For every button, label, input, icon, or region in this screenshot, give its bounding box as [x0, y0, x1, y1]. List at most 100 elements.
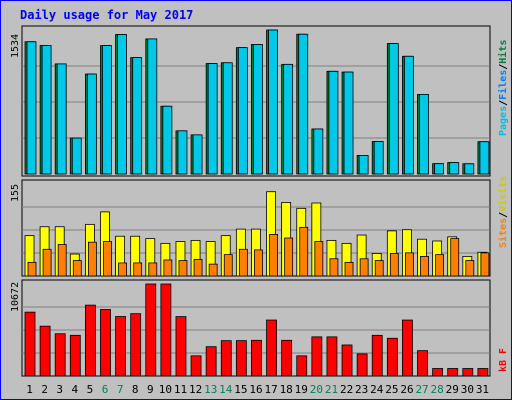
x-tick-label-27: 27 [415, 383, 428, 396]
kbytes-bar-29 [447, 368, 459, 377]
sites-bar-18 [284, 237, 294, 277]
kbytes-bar-24 [371, 334, 383, 377]
x-tick-label-24: 24 [370, 383, 384, 396]
sites-bar-25 [389, 253, 399, 277]
x-tick-label-19: 19 [295, 383, 308, 396]
kbytes-bar-11 [175, 316, 187, 377]
files-bar-30 [464, 163, 475, 175]
kbytes-bar-1 [24, 311, 36, 377]
kbytes-bar-16 [251, 339, 262, 377]
sites-bar-16 [254, 249, 263, 277]
files-bar-1 [26, 41, 37, 175]
kbytes-bar-15 [235, 340, 247, 377]
legend-files: Files [497, 70, 509, 100]
sites-bar-29 [450, 238, 460, 277]
legend-sep-1: / [498, 100, 509, 106]
files-bar-27 [419, 93, 429, 175]
files-bar-4 [71, 137, 82, 175]
legend-sep-2: / [498, 64, 509, 70]
files-bar-9 [147, 38, 158, 175]
kbytes-bar-10 [160, 283, 172, 377]
sites-bar-22 [344, 261, 354, 277]
files-bar-29 [449, 162, 460, 175]
sites-bar-11 [178, 260, 188, 277]
files-bar-5 [86, 73, 97, 175]
hits-files-pages-panel [21, 25, 491, 177]
files-bar-22 [343, 71, 354, 175]
x-tick-label-14: 14 [219, 383, 233, 396]
files-bar-25 [388, 43, 399, 175]
files-bar-8 [132, 57, 143, 175]
legend-kb: kB [498, 360, 509, 372]
files-bar-24 [373, 141, 384, 175]
kbytes-bar-20 [311, 336, 323, 377]
files-bar-7 [117, 34, 127, 175]
sites-bar-27 [420, 256, 429, 277]
x-tick-label-10: 10 [159, 383, 172, 396]
kbytes-bar-14 [220, 340, 232, 377]
sites-bar-6 [103, 241, 112, 277]
x-tick-label-2: 2 [41, 383, 48, 396]
sites-bar-3 [57, 244, 67, 277]
sites-bar-8 [133, 262, 143, 277]
sites-bar-9 [148, 262, 158, 277]
legend-hits: Hits [497, 40, 509, 64]
x-tick-label-17: 17 [264, 383, 277, 396]
x-tick-label-3: 3 [56, 383, 63, 396]
chart-title: Daily usage for May 2017 [20, 8, 193, 22]
kbytes-max-label: 10672 [10, 282, 21, 312]
sites-bar-15 [238, 248, 248, 277]
kbytes-legend: kB F [498, 348, 509, 372]
sites-bar-20 [314, 241, 324, 277]
files-bar-11 [177, 130, 188, 175]
files-bar-16 [253, 44, 263, 175]
kbytes-bar-5 [84, 304, 96, 377]
visits-sites-panel [21, 179, 491, 277]
kbytes-bar-8 [130, 313, 142, 377]
x-tick-label-1: 1 [26, 383, 33, 396]
x-tick-label-5: 5 [87, 383, 94, 396]
files-bar-15 [237, 47, 248, 175]
sites-bar-19 [299, 226, 309, 277]
x-tick-label-11: 11 [174, 383, 187, 396]
x-tick-label-16: 16 [249, 383, 262, 396]
sites-bar-21 [329, 258, 339, 277]
x-tick-label-21: 21 [325, 383, 338, 396]
x-tick-label-30: 30 [461, 383, 474, 396]
x-tick-label-6: 6 [102, 383, 109, 396]
sites-bar-13 [208, 263, 218, 277]
legend-visits: Visits [497, 176, 509, 212]
files-bar-13 [207, 63, 218, 175]
x-tick-label-28: 28 [431, 383, 444, 396]
files-bar-18 [283, 63, 294, 175]
kbytes-bar-27 [417, 350, 428, 377]
svg-text:Pages/Files/Hits: Pages/Files/Hits [497, 40, 509, 136]
files-bar-28 [434, 163, 445, 175]
kbytes-bar-31 [477, 368, 489, 377]
sites-bar-26 [405, 252, 414, 277]
hits-legend: Pages/Files/Hits [497, 40, 509, 136]
x-tick-label-9: 9 [147, 383, 154, 396]
files-bar-12 [192, 134, 203, 175]
legend-sep-3: / [498, 212, 509, 218]
kbytes-bar-13 [205, 346, 217, 377]
x-tick-label-7: 7 [117, 383, 124, 396]
x-tick-label-8: 8 [132, 383, 139, 396]
kbytes-bar-12 [190, 355, 202, 377]
sites-bar-24 [374, 260, 384, 277]
sites-bar-1 [27, 261, 37, 277]
kbytes-bar-7 [115, 316, 126, 377]
kbytes-bar-19 [296, 355, 308, 377]
files-bar-17 [268, 29, 278, 175]
files-bar-2 [41, 45, 52, 175]
kbytes-bar-18 [281, 339, 293, 377]
kbytes-bar-2 [39, 325, 51, 377]
files-bar-26 [404, 55, 414, 175]
files-bar-31 [479, 141, 490, 175]
x-tick-label-23: 23 [355, 383, 368, 396]
kbytes-bar-23 [356, 353, 368, 377]
sites-bar-30 [465, 260, 475, 277]
legend-pages: Pages [498, 106, 509, 136]
sites-bar-12 [193, 258, 203, 277]
